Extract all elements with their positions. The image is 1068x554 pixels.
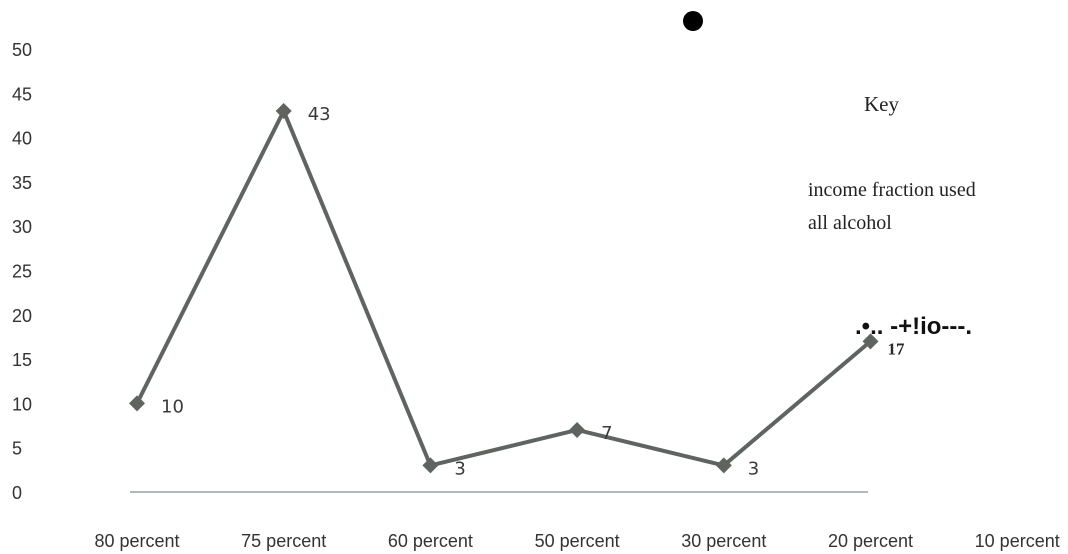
data-label: 43: [308, 104, 331, 125]
x-tick-label: 80 percent: [94, 531, 179, 551]
y-tick-label: 10: [12, 394, 32, 414]
data-point-marker: [275, 103, 292, 120]
data-label: 7: [601, 423, 612, 444]
decorative-dot: [683, 11, 703, 31]
legend-title: Key: [864, 92, 899, 116]
data-point-marker: [422, 457, 439, 474]
series-line: [135, 109, 872, 468]
x-axis-ticks: 80 percent 75 percent 60 percent 50 percent…: [94, 531, 1059, 551]
legend-line-1: income fraction used: [808, 179, 976, 201]
y-tick-label: 45: [12, 84, 32, 104]
legend-glyph: .•.. -+!io---.: [855, 313, 972, 340]
x-tick-label: 50 percent: [535, 531, 620, 551]
data-point-marker: [862, 333, 879, 350]
x-tick-label: 30 percent: [681, 531, 766, 551]
legend-line-2: all alcohol: [808, 212, 892, 234]
y-tick-label: 15: [12, 350, 32, 370]
y-tick-label: 5: [12, 439, 22, 459]
y-tick-label: 50: [12, 40, 32, 60]
x-tick-label: 60 percent: [388, 531, 473, 551]
data-labels: 10 43 3 7 3 17: [161, 104, 905, 479]
data-label: 3: [454, 458, 465, 479]
y-tick-label: 30: [12, 217, 32, 237]
y-tick-label: 40: [12, 129, 32, 149]
data-label: 17: [888, 339, 906, 358]
data-label: 3: [748, 458, 759, 479]
y-axis-ticks: 0 5 10 15 20 25 30 35 40 45 50: [12, 40, 32, 503]
x-tick-label: 75 percent: [241, 531, 326, 551]
x-tick-label: 20 percent: [828, 531, 913, 551]
data-points: [129, 103, 879, 474]
legend: Key income fraction used all alcohol .•.…: [808, 92, 976, 340]
data-label: 10: [161, 396, 184, 417]
y-tick-label: 20: [12, 306, 32, 326]
data-point-marker: [569, 421, 586, 438]
x-tick-label: 10 percent: [975, 531, 1060, 551]
data-point-marker: [715, 457, 732, 474]
data-point-marker: [129, 395, 145, 412]
y-tick-label: 25: [12, 262, 32, 282]
y-tick-label: 0: [12, 483, 22, 503]
y-tick-label: 35: [12, 173, 32, 193]
